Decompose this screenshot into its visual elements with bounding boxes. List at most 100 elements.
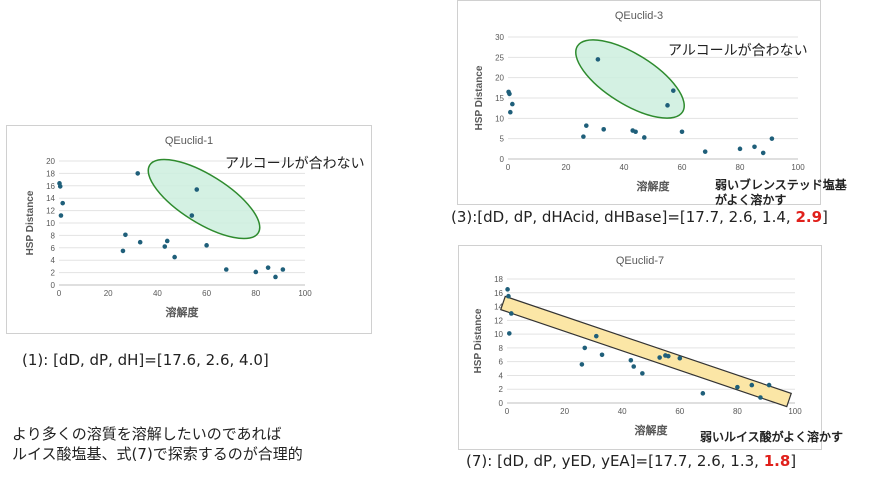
data-point: [665, 103, 670, 108]
chart-qeuclid-1-svg: QEuclid-1 0 2 4 6 8 10 12 14 16 18 20 0 20 40 60 80 100 溶解…: [25, 135, 365, 319]
y-tick-label: 0: [51, 281, 56, 290]
data-point: [737, 146, 743, 152]
chart-qeuclid-3: QEuclid-3 0 5 10 15 20 25 30 0 20 40 60 80 100 溶解度 HSP …: [457, 0, 821, 205]
y-tick-label: 2: [51, 269, 56, 278]
y-tick-label: 10: [494, 330, 503, 339]
data-point: [204, 243, 209, 248]
data-point: [253, 269, 259, 275]
highlight-ellipse: [147, 158, 261, 240]
y-tick-label: 0: [499, 399, 504, 408]
y-tick-label: 8: [51, 231, 56, 240]
data-point: [679, 129, 685, 135]
y-tick-label: 2: [499, 385, 504, 394]
chart-qeuclid-7-svg: QEuclid-7 0 2 4 6 8 10 12 14 16 18 0 20 40 60 80 100 溶解度 H…: [473, 255, 802, 437]
caption-chart-3-post: ]: [822, 208, 828, 226]
x-tick-label: 0: [57, 289, 62, 298]
y-tick-label: 30: [495, 33, 504, 42]
y-tick-label: 16: [46, 182, 55, 191]
x-tick-label: 100: [298, 289, 312, 298]
annotation-label: アルコールが合わない: [668, 43, 808, 59]
y-tick-label: 12: [46, 207, 55, 216]
data-point: [194, 187, 200, 192]
y-tick-label: 14: [46, 194, 55, 203]
y-tick-label: 25: [495, 53, 504, 62]
y-axis-label: HSP Distance: [25, 190, 36, 255]
caption-chart-7: (7): [dD, dP, yED, yEA]=[17.7, 2.6, 1.3,…: [466, 452, 796, 470]
y-tick-label: 6: [51, 244, 56, 253]
data-point: [273, 274, 278, 280]
y-axis-label: HSP Distance: [473, 308, 484, 373]
x-axis-label: 溶解度: [635, 423, 669, 437]
data-point: [58, 213, 64, 218]
chart-qeuclid-7: QEuclid-7 0 2 4 6 8 10 12 14 16 18 0 20 40 60 80 100 溶解度 H…: [458, 245, 822, 450]
data-point: [172, 254, 177, 260]
x-tick-label: 60: [675, 407, 684, 416]
data-point: [505, 287, 510, 292]
note-lewis: 弱いルイス酸がよく溶かす: [700, 430, 843, 445]
y-tick-label: 10: [46, 219, 55, 228]
chart-qeuclid-3-svg: QEuclid-3 0 5 10 15 20 25 30 0 20 40 60 80 100 溶解度 HSP …: [474, 10, 808, 193]
y-tick-label: 18: [46, 169, 55, 178]
x-tick-label: 100: [788, 407, 802, 416]
y-tick-label: 16: [494, 289, 503, 298]
x-tick-label: 20: [560, 407, 569, 416]
data-point: [57, 184, 63, 189]
trend-band: [499, 295, 793, 408]
data-point: [700, 391, 706, 396]
data-point: [135, 171, 141, 176]
x-tick-label: 20: [104, 289, 113, 298]
data-point: [671, 88, 676, 93]
y-tick-label: 6: [499, 358, 504, 367]
data-point: [735, 384, 740, 390]
x-tick-label: 60: [202, 289, 211, 298]
chart-title: QEuclid-7: [616, 255, 664, 267]
data-point: [593, 333, 599, 339]
data-point: [758, 395, 763, 400]
x-tick-label: 60: [678, 163, 687, 172]
data-point: [137, 239, 143, 245]
y-tick-label: 4: [499, 371, 504, 380]
data-point: [760, 150, 766, 156]
data-point: [223, 267, 229, 272]
data-point: [702, 149, 708, 154]
data-point: [120, 248, 126, 254]
x-tick-label: 0: [506, 163, 511, 172]
data-point: [642, 135, 647, 140]
data-point: [60, 200, 65, 206]
data-point: [265, 265, 271, 270]
y-tick-label: 18: [494, 275, 503, 284]
data-point: [510, 101, 515, 107]
data-point: [657, 355, 662, 360]
caption-chart-7-highlight: 1.8: [763, 452, 791, 470]
data-point: [164, 238, 170, 244]
chart-title: QEuclid-1: [165, 135, 213, 147]
data-point: [677, 355, 683, 361]
data-point: [633, 129, 638, 135]
data-point: [582, 345, 588, 351]
note-bronsted: 弱いブレンステッド塩基 がよく溶かす: [715, 178, 847, 208]
data-point: [766, 382, 772, 388]
conclusion-line1: より多くの溶質を溶解したいのであれば: [12, 425, 282, 443]
x-tick-label: 40: [620, 163, 629, 172]
y-tick-label: 10: [495, 114, 504, 123]
x-tick-label: 40: [618, 407, 627, 416]
data-point: [599, 352, 605, 358]
data-point: [595, 57, 601, 62]
x-tick-label: 40: [153, 289, 162, 298]
y-tick-label: 4: [51, 256, 56, 265]
y-tick-label: 0: [500, 155, 505, 164]
data-point: [665, 353, 671, 359]
caption-chart-1: (1): [dD, dP, dH]=[17.6, 2.6, 4.0]: [22, 351, 269, 369]
data-point: [506, 293, 511, 299]
data-point: [601, 127, 606, 132]
data-point: [640, 371, 645, 376]
data-point: [507, 91, 512, 97]
highlight-ellipse: [575, 39, 685, 119]
y-tick-label: 14: [494, 303, 503, 312]
data-point: [584, 123, 589, 128]
caption-chart-7-pre: (7): [dD, dP, yED, yEA]=[17.7, 2.6, 1.3,: [466, 452, 764, 470]
note-bronsted-line1: 弱いブレンステッド塩基: [715, 178, 847, 192]
y-tick-label: 12: [494, 316, 503, 325]
data-point: [508, 109, 513, 115]
annotation-label: アルコールが合わない: [225, 156, 365, 172]
